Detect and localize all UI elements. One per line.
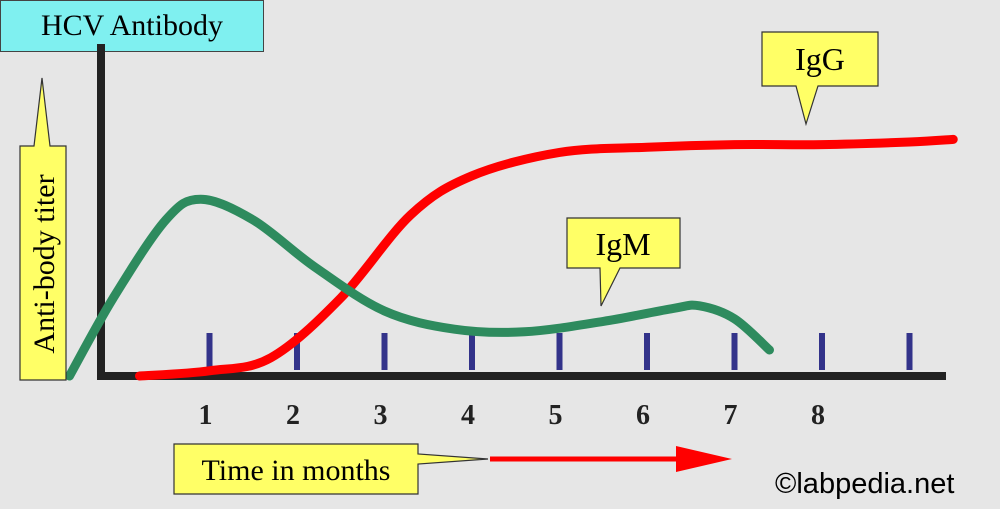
x-tick-label: 8: [811, 400, 825, 431]
igg-callout-shape: [761, 31, 879, 127]
x-tick-label: 1: [198, 400, 213, 431]
igm-callout: IgM: [566, 217, 681, 307]
x-tick-label: 4: [461, 400, 475, 431]
series-layer: [65, 134, 958, 381]
x-tick-label: 3: [373, 400, 388, 431]
x-tick-label: 2: [286, 400, 300, 431]
y-axis-label-shape: [19, 77, 67, 381]
igm-callout-label: IgM: [595, 226, 650, 262]
x-axis-label-shape: [173, 443, 489, 495]
x-tick-label: 6: [636, 400, 650, 431]
x-axis-label-callout: Time in months: [173, 443, 489, 495]
y-axis-label: Anti-body titer: [28, 174, 61, 353]
x-tick-label: 7: [723, 400, 738, 431]
y-axis-label-callout: Anti-body titer: [19, 77, 67, 381]
igg-series-line: [135, 134, 958, 381]
watermark: ©labpedia.net: [775, 468, 955, 500]
igm-callout-shape: [566, 217, 681, 307]
igg-callout-label: IgG: [795, 41, 845, 77]
igm-series-line: [65, 194, 774, 381]
tick-marks: [206, 333, 913, 370]
x-tick-label: 5: [548, 400, 563, 431]
x-axis-label: Time in months: [202, 454, 391, 487]
chart-title: HCV Antibody: [0, 0, 264, 52]
igg-callout: IgG: [761, 31, 879, 127]
time-arrow-head: [676, 446, 732, 472]
chart-title-text: HCV Antibody: [41, 9, 223, 42]
